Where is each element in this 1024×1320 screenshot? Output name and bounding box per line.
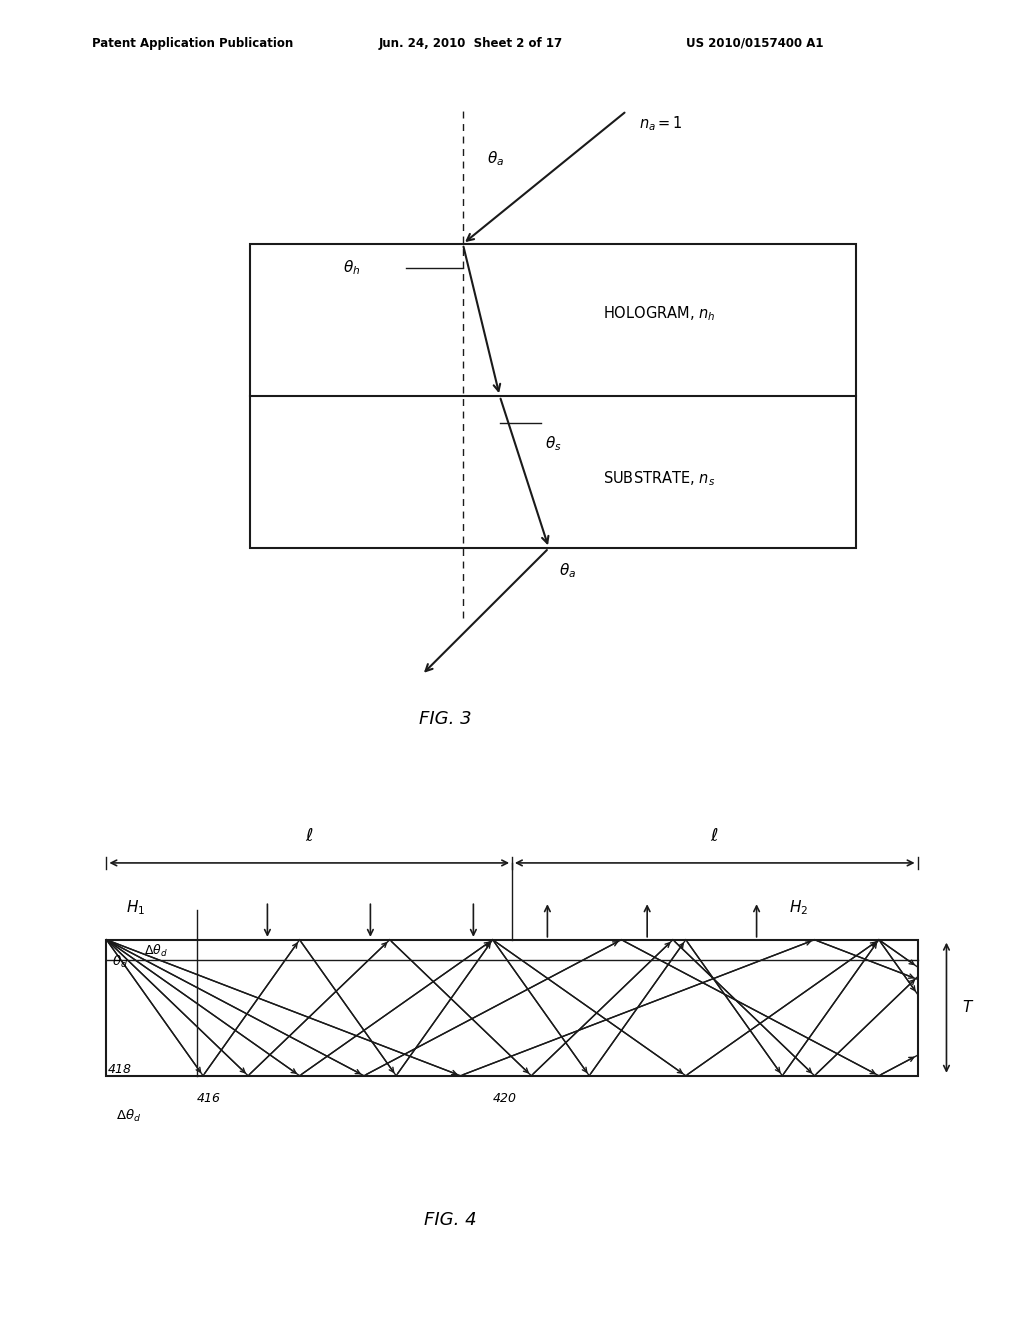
Text: $\theta_a$: $\theta_a$ <box>559 561 575 579</box>
Text: $\theta_s$: $\theta_s$ <box>545 434 561 453</box>
Text: $\theta_d$: $\theta_d$ <box>112 954 128 970</box>
Text: 416: 416 <box>197 1092 220 1105</box>
Text: $\Delta\theta_d$: $\Delta\theta_d$ <box>143 942 168 958</box>
Text: Jun. 24, 2010  Sheet 2 of 17: Jun. 24, 2010 Sheet 2 of 17 <box>379 37 563 50</box>
Bar <box>250 244 856 548</box>
Text: HOLOGRAM, $n_h$: HOLOGRAM, $n_h$ <box>603 305 716 323</box>
Text: US 2010/0157400 A1: US 2010/0157400 A1 <box>686 37 823 50</box>
Text: FIG. 4: FIG. 4 <box>424 1210 477 1229</box>
Text: 418: 418 <box>108 1063 132 1076</box>
Text: $\ell$: $\ell$ <box>305 828 313 845</box>
Text: $H_2$: $H_2$ <box>788 898 808 916</box>
Text: $\ell$: $\ell$ <box>711 828 719 845</box>
Text: $n_a = 1$: $n_a = 1$ <box>639 114 683 133</box>
Text: T: T <box>963 1001 972 1015</box>
Text: FIG. 3: FIG. 3 <box>419 710 472 729</box>
Text: Patent Application Publication: Patent Application Publication <box>92 37 294 50</box>
Text: $\Delta\theta_d$: $\Delta\theta_d$ <box>116 1107 141 1125</box>
Bar <box>106 940 918 1076</box>
Text: $\theta_a$: $\theta_a$ <box>487 149 505 168</box>
Text: $\theta_h$: $\theta_h$ <box>343 259 360 277</box>
Text: SUBSTRATE, $n_s$: SUBSTRATE, $n_s$ <box>603 469 716 487</box>
Text: $H_1$: $H_1$ <box>126 898 145 916</box>
Text: 420: 420 <box>493 1092 517 1105</box>
